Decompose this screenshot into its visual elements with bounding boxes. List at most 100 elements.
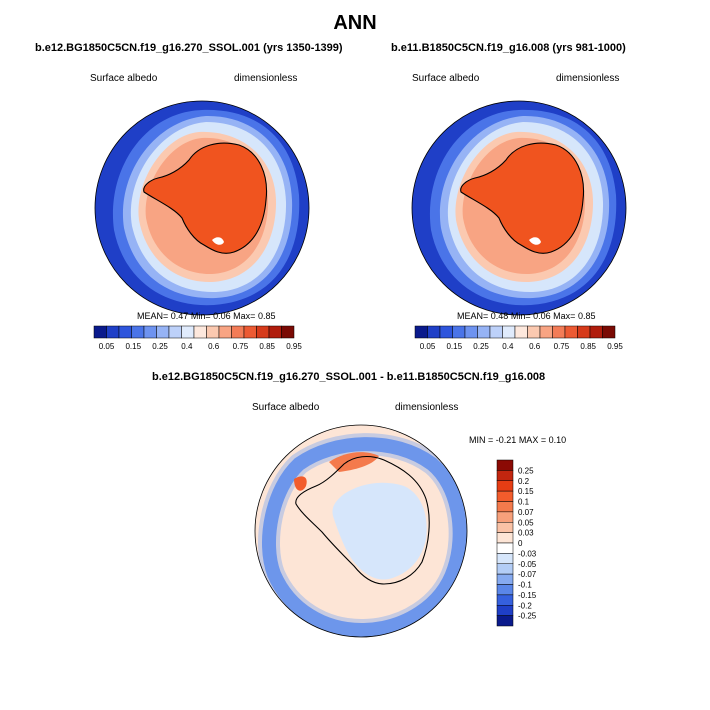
map-boundary xyxy=(94,100,310,316)
panel1-colorbar: 0.05 0.15 0.25 0.4 0.6 0.75 0.85 0.95 xyxy=(93,325,302,351)
ice-shelf-detail xyxy=(212,237,224,245)
colorbar-swatch xyxy=(206,325,220,339)
panel3-variable-label: Surface albedo xyxy=(252,402,320,413)
colorbar-swatch xyxy=(181,325,195,339)
colorbar-tick-label: 0.95 xyxy=(286,342,302,351)
colorbar-swatch xyxy=(231,325,245,339)
panel2-colorbar: 0.05 0.15 0.25 0.4 0.6 0.75 0.85 0.95 xyxy=(414,325,623,351)
colorbar-swatch xyxy=(577,325,591,339)
colorbar-swatch xyxy=(496,615,514,627)
panel2-min-label: Min= xyxy=(510,311,531,321)
panel2-title: b.e11.B1850C5CN.f19_g16.008 (yrs 981-100… xyxy=(391,42,626,54)
colorbar-tick-label: -0.07 xyxy=(518,570,537,579)
colorbar-swatch xyxy=(143,325,157,339)
colorbar-tick-label: -0.15 xyxy=(518,591,537,600)
colorbar-swatch xyxy=(464,325,478,339)
colorbar-swatch xyxy=(439,325,453,339)
colorbar-swatch xyxy=(118,325,132,339)
colorbar-swatch xyxy=(496,553,514,564)
colorbar-tick-label: 0.07 xyxy=(518,508,534,517)
panel2-polar-map xyxy=(411,100,627,316)
colorbar-swatch xyxy=(496,584,514,596)
panel1-title: b.e12.BG1850C5CN.f19_g16.270_SSOL.001 (y… xyxy=(35,42,343,54)
antarctica-continent xyxy=(143,142,268,254)
map-boundary xyxy=(411,100,627,316)
map-boundary xyxy=(254,424,468,638)
panel2-variable-label: Surface albedo xyxy=(412,73,480,84)
colorbar-tick-label: 0.25 xyxy=(518,466,534,475)
panel3-polar-map xyxy=(254,424,468,638)
colorbar-swatch xyxy=(496,522,514,533)
colorbar-swatch xyxy=(156,325,170,339)
colorbar-swatch xyxy=(496,490,514,502)
panel1-min-value: 0.06 xyxy=(213,311,231,321)
colorbar-tick-label: 0.95 xyxy=(607,342,623,351)
colorbar-tick-label: 0.4 xyxy=(502,342,514,351)
panel1-variable-label: Surface albedo xyxy=(90,73,158,84)
positive-anomaly-peninsula xyxy=(294,476,307,491)
colorbar-swatch xyxy=(496,532,514,544)
colorbar-tick-label: 0.03 xyxy=(518,529,534,538)
colorbar-swatch xyxy=(218,325,232,339)
colorbar-swatch xyxy=(131,325,145,339)
colorbar-tick-label: -0.03 xyxy=(518,549,537,558)
colorbar-swatch xyxy=(452,325,466,339)
negative-anomaly-halo xyxy=(258,433,467,637)
panel2-min-value: 0.06 xyxy=(533,311,551,321)
colorbar-swatch xyxy=(527,325,541,339)
colorbar-tick-label: 0.4 xyxy=(181,342,193,351)
colorbar-swatch xyxy=(243,325,257,339)
colorbar-swatch xyxy=(539,325,553,339)
colorbar-swatch xyxy=(496,501,514,513)
panel3-min-label: MIN = xyxy=(469,435,494,445)
colorbar-swatch xyxy=(477,325,491,339)
colorbar-swatch xyxy=(496,594,514,606)
figure-title: ANN xyxy=(333,12,377,34)
colorbar-tick-label: 0 xyxy=(518,539,523,548)
panel1-polar-map xyxy=(94,100,310,316)
colorbar-swatch xyxy=(496,511,514,523)
colorbar-tick-label: 0.85 xyxy=(580,342,596,351)
antarctica-coastline xyxy=(295,455,430,585)
colorbar-tick-label: 0.15 xyxy=(518,487,534,496)
colorbar-tick-label: -0.05 xyxy=(518,560,537,569)
colorbar-tick-label: 0.75 xyxy=(554,342,570,351)
panel3-stats: MIN = -0.21 MAX = 0.10 xyxy=(469,435,566,445)
colorbar-swatch xyxy=(106,325,120,339)
colorbar-tick-label: 0.25 xyxy=(473,342,489,351)
panel3-units-label: dimensionless xyxy=(395,402,459,413)
panel3-max-label: MAX = xyxy=(518,435,547,445)
colorbar-swatch xyxy=(502,325,516,339)
colorbar-tick-label: 0.05 xyxy=(99,342,115,351)
colorbar-tick-label: 0.15 xyxy=(446,342,462,351)
panel3-colorbar: 0.250.20.150.10.070.050.030-0.03-0.05-0.… xyxy=(496,459,537,627)
colorbar-swatch xyxy=(496,480,514,492)
colorbar-swatch xyxy=(496,573,514,585)
panel3-max-value: 0.10 xyxy=(548,435,567,445)
colorbar-tick-label: 0.75 xyxy=(233,342,249,351)
colorbar-swatch xyxy=(281,325,295,339)
panel2-max-value: 0.85 xyxy=(577,311,596,321)
colorbar-swatch xyxy=(602,325,616,339)
colorbar-swatch xyxy=(589,325,603,339)
panel2-max-label: Max= xyxy=(553,311,576,321)
panel3-min-value: -0.21 xyxy=(495,435,517,445)
panel2-mean-label: MEAN= xyxy=(457,311,489,321)
colorbar-swatch xyxy=(414,325,428,339)
colorbar-swatch xyxy=(427,325,441,339)
colorbar-tick-label: -0.25 xyxy=(518,612,537,621)
colorbar-tick-label: -0.2 xyxy=(518,601,532,610)
panel1-max-label: Max= xyxy=(233,311,256,321)
colorbar-tick-label: 0.6 xyxy=(208,342,220,351)
colorbar-swatch xyxy=(564,325,578,339)
colorbar-swatch xyxy=(256,325,270,339)
panel1-mean-label: MEAN= xyxy=(137,311,169,321)
panel3-title: b.e12.BG1850C5CN.f19_g16.270_SSOL.001 - … xyxy=(152,371,546,383)
colorbar-swatch xyxy=(496,542,514,554)
colorbar-tick-label: 0.05 xyxy=(420,342,436,351)
colorbar-swatch xyxy=(514,325,528,339)
panel2-units-label: dimensionless xyxy=(556,73,620,84)
antarctica-continent xyxy=(460,142,585,254)
panel1-min-label: Min= xyxy=(190,311,211,321)
colorbar-swatch xyxy=(193,325,207,339)
